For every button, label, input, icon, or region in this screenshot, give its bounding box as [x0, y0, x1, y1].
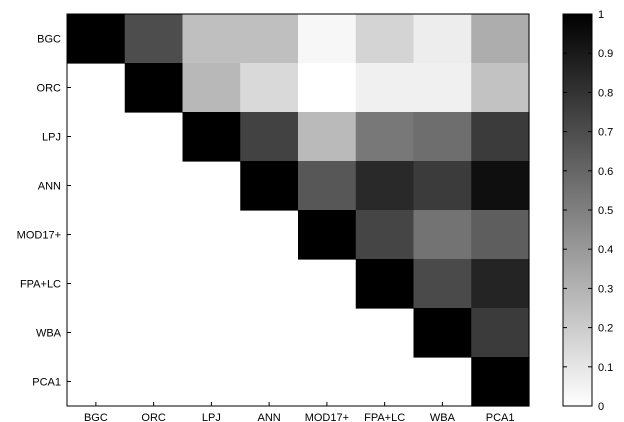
x-tick-label: PCA1 — [486, 412, 515, 422]
y-tick-labels: BGC ORC LPJ ANN MOD17+ FPA+LC WBA PCA1 — [17, 34, 71, 389]
heatmap-cell-2-3 — [240, 112, 299, 162]
heatmap-cell-0-1 — [124, 14, 184, 64]
heatmap-cell-0-6 — [413, 14, 472, 64]
colorbar-tick-label: 0.2 — [598, 323, 613, 335]
heatmap-cell-1-4 — [298, 63, 357, 113]
colorbar-tick-label: 0.7 — [598, 127, 613, 139]
heatmap-cell-4-5 — [355, 210, 415, 260]
y-tick-label: FPA+LC — [20, 279, 61, 291]
x-tick-labels: BGC ORC LPJ ANN MOD17+ FPA+LC WBA PCA1 — [84, 402, 515, 422]
y-tick-label: MOD17+ — [17, 230, 61, 242]
heatmap-cell-5-6 — [413, 259, 472, 309]
heatmap-cell-4-4 — [298, 210, 357, 260]
y-tick-label: PCA1 — [32, 377, 61, 389]
y-tick-label: ORC — [37, 83, 62, 95]
colorbar: 0 0.1 0.2 0.3 0.4 0.5 0.6 0.7 0.8 0.9 1 — [562, 9, 613, 413]
plot-frame — [66, 13, 530, 407]
heatmap-cell-0-0 — [67, 14, 126, 64]
colorbar-tick-label: 0.6 — [598, 166, 613, 178]
colorbar-tick-label: 0 — [598, 401, 604, 413]
colorbar-ticks: 0 0.1 0.2 0.3 0.4 0.5 0.6 0.7 0.8 0.9 1 — [563, 9, 613, 413]
colorbar-tick-label: 0.9 — [598, 48, 613, 60]
heatmap-cell-0-2 — [182, 14, 241, 64]
heatmap-cell-4-6 — [413, 210, 472, 260]
heatmap-cell-3-6 — [413, 161, 472, 211]
colorbar-tick-label: 0.4 — [598, 244, 613, 256]
y-tick-label: BGC — [37, 34, 61, 46]
heatmap-cell-6-6 — [413, 308, 472, 358]
y-tick-label: LPJ — [42, 132, 61, 144]
colorbar-tick-label: 1 — [598, 9, 604, 21]
heatmap-cell-1-6 — [413, 63, 472, 113]
heatmap-cell-3-4 — [298, 161, 357, 211]
heatmap-cell-0-3 — [240, 14, 299, 64]
heatmap-cell-3-3 — [240, 161, 299, 211]
colorbar-tick-label: 0.1 — [598, 362, 613, 374]
colorbar-gradient — [562, 13, 593, 407]
heatmap-cell-6-7 — [471, 308, 530, 358]
heatmap-cell-4-7 — [471, 210, 530, 260]
heatmap-cells — [67, 14, 530, 407]
heatmap-cell-5-7 — [471, 259, 530, 309]
y-tick-label: WBA — [36, 328, 62, 340]
x-tick-label: MOD17+ — [305, 412, 349, 422]
heatmap-cell-0-5 — [355, 14, 415, 64]
heatmap-cell-2-7 — [471, 112, 530, 162]
x-tick-label: LPJ — [202, 412, 221, 422]
heatmap-cell-5-5 — [355, 259, 415, 309]
x-tick-label: WBA — [430, 412, 456, 422]
colorbar-tick-label: 0.8 — [598, 87, 613, 99]
heatmap-cell-2-5 — [355, 112, 415, 162]
heatmap-cell-1-5 — [355, 63, 415, 113]
x-tick-label: ORC — [141, 412, 166, 422]
heatmap-cell-0-4 — [298, 14, 357, 64]
heatmap-cell-1-2 — [182, 63, 241, 113]
heatmap-cell-1-7 — [471, 63, 530, 113]
x-tick-label: ANN — [258, 412, 281, 422]
x-tick-label: FPA+LC — [364, 412, 405, 422]
heatmap-cell-1-1 — [124, 63, 184, 113]
heatmap-cell-1-3 — [240, 63, 299, 113]
heatmap-cell-7-7 — [471, 357, 530, 407]
heatmap-cell-3-7 — [471, 161, 530, 211]
heatmap-cell-2-2 — [182, 112, 241, 162]
heatmap-cell-3-5 — [355, 161, 415, 211]
colorbar-tick-label: 0.5 — [598, 205, 613, 217]
heatmap-cell-0-7 — [471, 14, 530, 64]
y-tick-label: ANN — [38, 181, 61, 193]
heatmap-cell-2-6 — [413, 112, 472, 162]
heatmap-cell-2-4 — [298, 112, 357, 162]
x-tick-label: BGC — [84, 412, 108, 422]
colorbar-tick-label: 0.3 — [598, 283, 613, 295]
